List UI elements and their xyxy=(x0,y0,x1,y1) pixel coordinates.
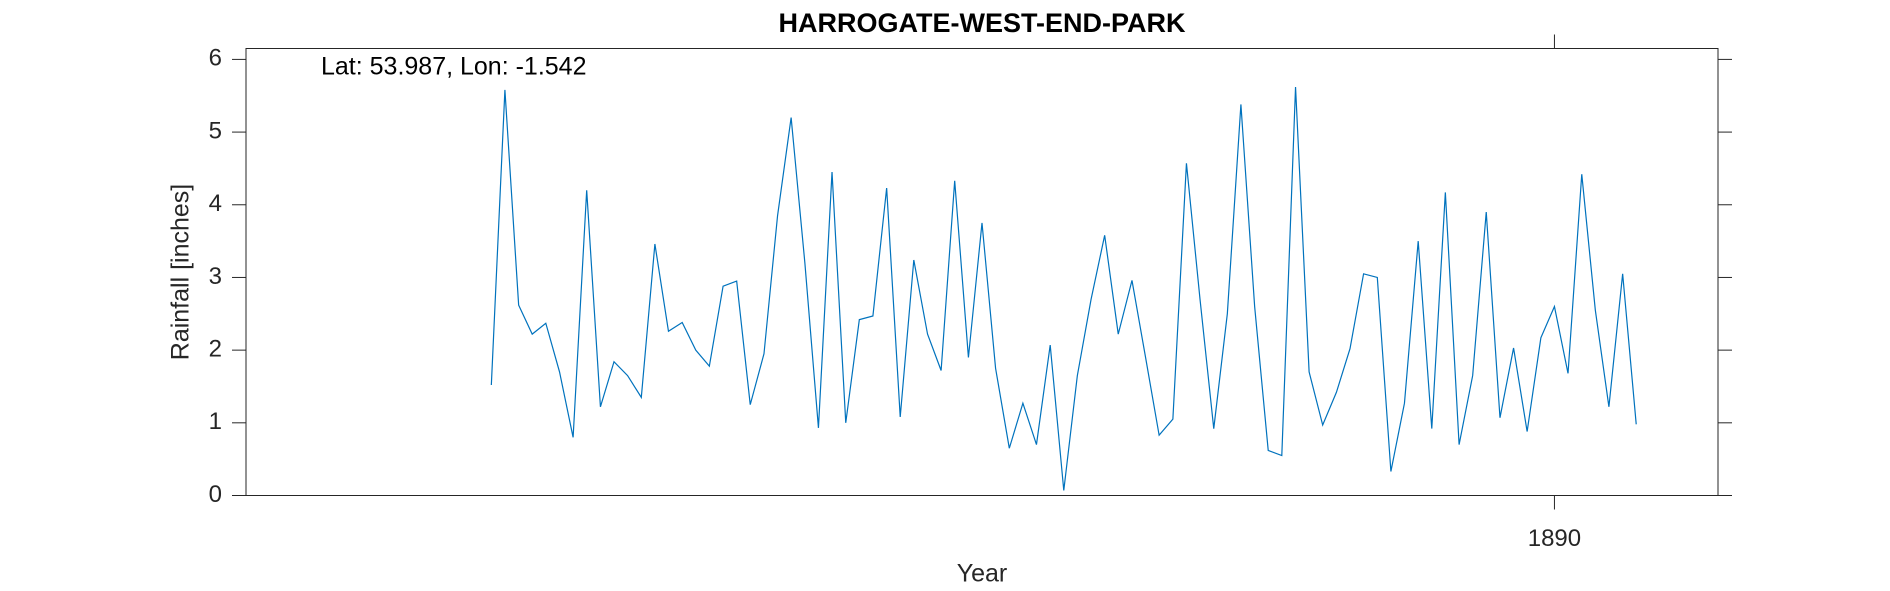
y-tick-label: 4 xyxy=(209,190,222,217)
x-axis-label: Year xyxy=(957,560,1008,588)
y-tick-label: 2 xyxy=(209,335,222,362)
y-tick-label: 3 xyxy=(209,263,222,290)
y-tick-label: 1 xyxy=(209,408,222,435)
y-tick-label: 0 xyxy=(209,481,222,508)
y-tick-label: 5 xyxy=(209,117,222,144)
axes-box xyxy=(245,48,1719,496)
y-tick-label: 6 xyxy=(209,45,222,72)
annotation: Lat: 53.987, Lon: -1.542 xyxy=(321,53,587,81)
data-line xyxy=(490,86,1637,491)
chart-title: HARROGATE-WEST-END-PARK xyxy=(779,8,1186,38)
y-axis-label: Rainfall [inches] xyxy=(167,184,195,360)
x-tick-label: 1890 xyxy=(1528,525,1581,552)
